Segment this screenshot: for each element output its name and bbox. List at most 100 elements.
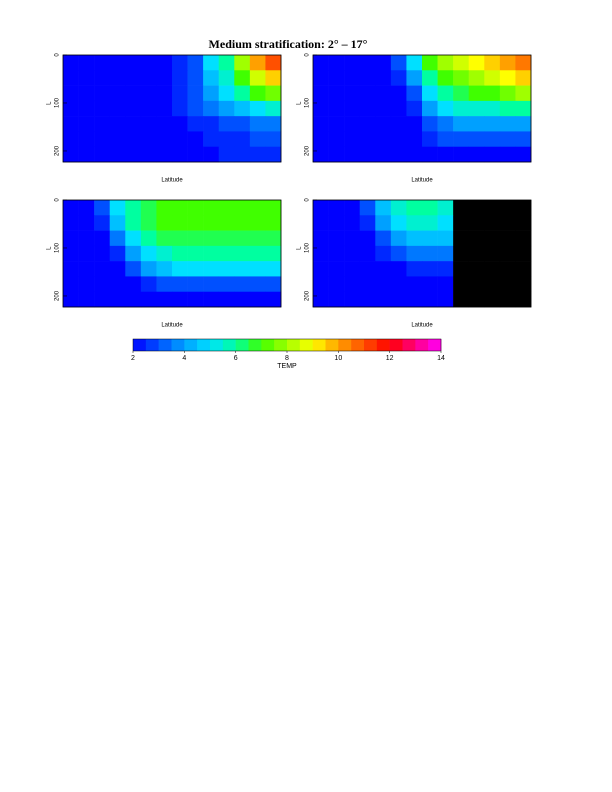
heat-cell [109,276,126,293]
heat-cell [187,200,204,216]
heat-cell [422,70,438,86]
heat-cell [234,291,251,308]
heat-cell [172,215,188,231]
heat-cell [94,116,111,132]
heat-cell [437,200,454,216]
colorbar-label: TEMP [277,363,297,370]
heat-cell [468,100,485,117]
heat-cell [187,131,204,148]
heat-cell [390,116,407,132]
heat-cell [125,215,142,231]
heat-cell [234,100,251,117]
mask-cell [499,200,516,216]
heat-cell [437,291,454,308]
y-tick-label: 100 [305,97,311,108]
heat-cell [94,100,111,117]
plot-frame [312,54,532,163]
heat-cell [344,131,361,148]
heat-cell [94,291,111,308]
heat-cell [109,131,126,148]
heat-cell [406,245,423,262]
colorbar-box [210,339,224,351]
heat-cell [140,200,157,216]
heat-cell [140,276,157,293]
plot-frame [62,54,282,163]
heat-cell [359,146,376,163]
colorbar-box [145,339,159,351]
heat-cell [94,146,111,163]
y-tick-label: 200 [305,145,311,156]
heat-cell [422,261,438,277]
heat-cell [172,245,188,262]
heat-cell [499,100,516,117]
colorbar-tick-label: 12 [386,355,394,362]
heat-cell [249,200,266,216]
heat-cell [94,230,111,247]
heat-cell [78,70,95,86]
heat-cell [140,245,157,262]
plot-frame [312,199,532,308]
heat-cell [406,70,423,86]
heat-cell [453,116,470,132]
heat-cell [468,70,485,86]
heat-cell [249,261,266,277]
heat-cell [344,85,361,102]
heat-cell [437,245,454,262]
heat-cell [140,261,157,277]
heat-cell [63,291,79,308]
x-axis-label: Latitude [411,178,433,184]
heat-cell [109,291,126,308]
heat-cell [484,131,501,148]
heat-cell [359,100,376,117]
heat-cell [172,276,188,293]
x-axis-label: Latitude [411,323,433,329]
colorbar-tick-label: 10 [334,355,342,362]
y-tick-label: 0 [55,198,61,202]
colorbar-box [248,339,262,351]
heat-cell [437,131,454,148]
heat-cell [453,55,470,71]
mask-cell [515,261,532,277]
heat-cell [156,131,173,148]
heat-cell [328,200,345,216]
heat-cell [203,100,220,117]
heat-cell [218,146,235,163]
heat-cell [94,131,111,148]
colorbar-box [402,339,416,351]
heat-cell [265,200,282,216]
mask-cell [453,200,470,216]
heat-cell [406,276,423,293]
heat-cell [249,146,266,163]
colorbar-tick-label: 6 [234,355,238,362]
colorbar-box [299,339,313,351]
heat-cell [94,261,111,277]
heat-cell [422,230,438,247]
mask-cell [453,261,470,277]
heat-cell [359,291,376,308]
heat-cell [406,131,423,148]
colorbar-box [222,339,236,351]
heat-cell [328,116,345,132]
mask-cell [499,261,516,277]
heat-cell [406,291,423,308]
heat-cell [94,215,111,231]
colorbar-box [171,339,185,351]
heat-cell [328,230,345,247]
heat-cell [94,55,111,71]
heat-cell [375,276,392,293]
heat-cell [328,70,345,86]
heat-cell [249,291,266,308]
heat-cell [484,85,501,102]
mask-cell [484,230,501,247]
heat-cell [203,215,220,231]
heat-cell [453,131,470,148]
heat-cell [109,70,126,86]
heat-cell [156,200,173,216]
y-tick-label: 200 [55,145,61,156]
heat-cell [359,200,376,216]
heat-cell [406,116,423,132]
heat-cell [249,116,266,132]
heat-cell [78,131,95,148]
heat-cell [187,116,204,132]
y-tick-label: 0 [305,198,311,202]
